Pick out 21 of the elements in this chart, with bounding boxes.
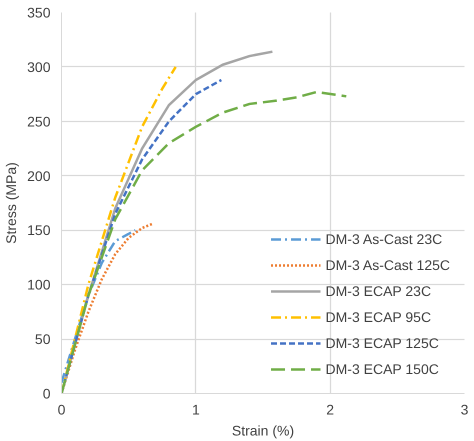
legend-label: DM-3 ECAP 150C <box>326 361 439 377</box>
y-axis-title: Stress (MPa) <box>3 162 20 244</box>
legend-label: DM-3 As-Cast 23C <box>326 231 442 247</box>
line-series <box>62 228 137 384</box>
y-tick-label: 250 <box>27 113 51 130</box>
x-tick-label: 0 <box>58 402 66 418</box>
legend-label: DM-3 As-Cast 125C <box>326 257 450 273</box>
legend-label: DM-3 ECAP 125C <box>326 335 439 351</box>
y-tick-label: 300 <box>27 58 51 75</box>
x-tick-label: 2 <box>326 402 334 418</box>
y-tick-label: 200 <box>27 168 51 184</box>
y-tick-label: 100 <box>27 276 51 293</box>
x-tick-label: 3 <box>460 402 469 418</box>
legend-label: DM-3 ECAP 23C <box>326 283 432 299</box>
x-tick-label: 1 <box>192 402 200 418</box>
x-axis-title: Strain (%) <box>232 422 294 438</box>
y-tick-label: 350 <box>27 4 51 20</box>
y-tick-label: 50 <box>34 331 51 348</box>
legend-label: DM-3 ECAP 95C <box>326 309 432 325</box>
y-tick-label: 0 <box>42 386 51 402</box>
y-tick-label: 150 <box>27 222 51 238</box>
